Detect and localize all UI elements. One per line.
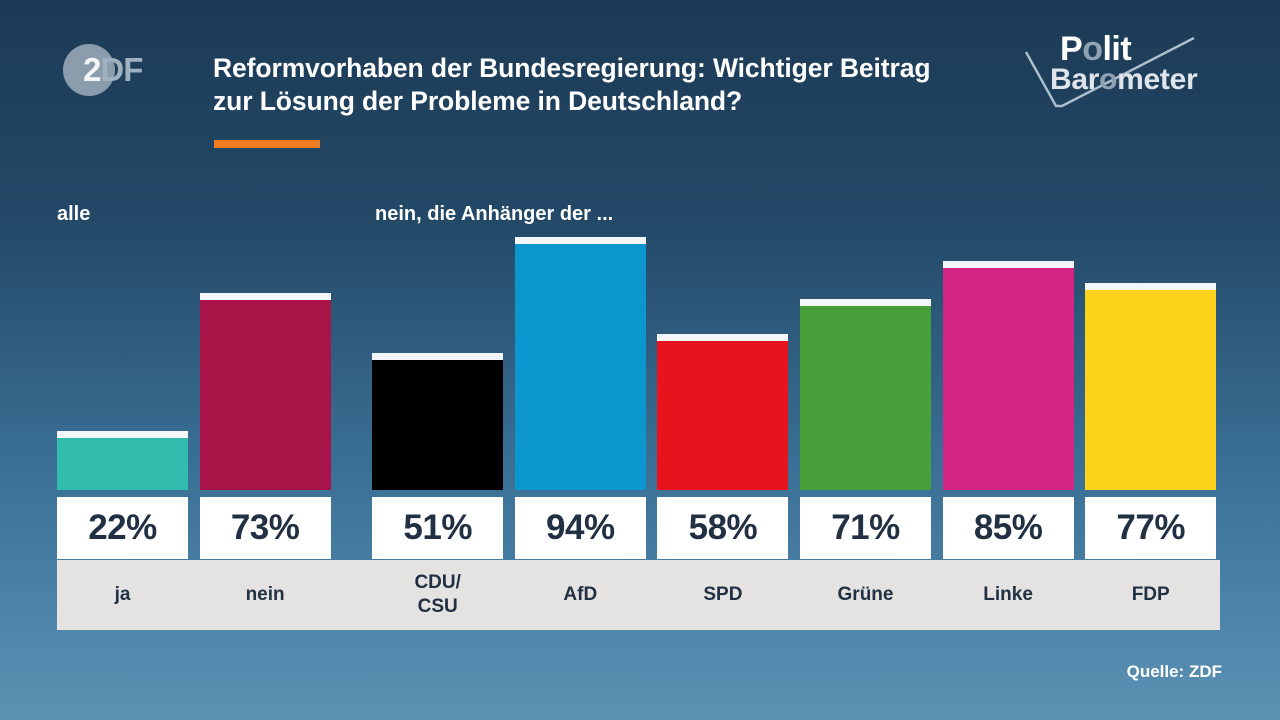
pb-l1-b: o bbox=[1082, 30, 1103, 68]
category-label-cdu-csu: CDU/CSU bbox=[414, 572, 461, 617]
bar-gr-ne bbox=[800, 299, 931, 490]
bar-cap bbox=[657, 334, 789, 341]
category-label-afd: AfD bbox=[563, 584, 598, 605]
bar-body bbox=[199, 300, 331, 490]
value-label: 85% bbox=[973, 508, 1043, 547]
category-label-linke: Linke bbox=[983, 584, 1033, 605]
value-box-afd: 94% bbox=[514, 497, 646, 559]
legend-group-anhaenger: nein, die Anhänger der ... bbox=[375, 203, 614, 225]
category-label-gr-ne: Grüne bbox=[837, 584, 894, 605]
politbarometer-line1: Polit bbox=[1060, 30, 1132, 68]
pb-l2-c: meter bbox=[1117, 63, 1198, 96]
bar-body bbox=[372, 360, 504, 490]
bar-body bbox=[942, 268, 1074, 490]
page-title: Reformvorhaben der Bundesregierung: Wich… bbox=[213, 53, 931, 116]
zdf-logo-wordmark: 2DF bbox=[83, 51, 143, 88]
category-label-nein: nein bbox=[245, 584, 285, 605]
bar-nein bbox=[199, 293, 331, 490]
bar-cap bbox=[942, 261, 1074, 268]
category-label-spd: SPD bbox=[703, 584, 743, 605]
value-label: 22% bbox=[88, 508, 157, 547]
value-box-cdu-csu: 51% bbox=[372, 497, 504, 559]
pb-l2-a: Bar bbox=[1050, 63, 1100, 96]
bar-cap bbox=[514, 237, 646, 244]
title-accent-rule bbox=[214, 140, 320, 148]
value-label: 51% bbox=[403, 508, 472, 547]
bar-body bbox=[800, 306, 931, 490]
bar-fdp bbox=[1085, 283, 1217, 490]
pb-l2-b: o bbox=[1099, 63, 1118, 96]
bar-body bbox=[657, 341, 789, 490]
zdf-logo-char-2: 2 bbox=[83, 51, 101, 88]
politbarometer-check-icon bbox=[1024, 36, 1195, 108]
value-label: 71% bbox=[831, 508, 900, 547]
pb-l1-c: lit bbox=[1102, 30, 1132, 68]
value-box-gr-ne: 71% bbox=[800, 497, 931, 559]
value-box-fdp: 77% bbox=[1085, 497, 1217, 559]
bar-cap bbox=[199, 293, 331, 300]
politbarometer-logo: Polit Barometer bbox=[1022, 26, 1202, 112]
bar-ja bbox=[57, 431, 188, 490]
value-label: 58% bbox=[688, 508, 758, 547]
zdf-logo-chars-df: DF bbox=[100, 51, 143, 88]
value-label: 73% bbox=[230, 508, 300, 547]
bar-afd bbox=[514, 237, 646, 490]
bar-spd bbox=[657, 334, 789, 490]
value-label: 77% bbox=[1116, 508, 1185, 547]
bar-body bbox=[514, 244, 646, 490]
category-label-band bbox=[57, 560, 1220, 630]
bar-cap bbox=[1085, 283, 1217, 290]
zdf-logo: 2DF bbox=[55, 40, 165, 100]
source-attribution: Quelle: ZDF bbox=[1126, 662, 1222, 681]
bar-cdu-csu bbox=[372, 353, 504, 490]
bar-cap bbox=[57, 431, 188, 438]
category-label-fdp: FDP bbox=[1131, 584, 1170, 605]
bar-cap bbox=[800, 299, 931, 306]
politbarometer-line2: Barometer bbox=[1050, 63, 1198, 96]
legend-group-alle: alle bbox=[57, 203, 91, 225]
bar-body bbox=[1085, 290, 1217, 490]
value-box-linke: 85% bbox=[942, 497, 1074, 559]
pb-l1-a: P bbox=[1060, 30, 1083, 68]
value-box-spd: 58% bbox=[657, 497, 789, 559]
zdf-logo-disc bbox=[63, 44, 115, 96]
bar-body bbox=[57, 438, 188, 490]
value-box-nein: 73% bbox=[199, 497, 331, 559]
value-label: 94% bbox=[546, 508, 615, 547]
bar-linke bbox=[942, 261, 1074, 490]
category-label-ja: ja bbox=[114, 584, 131, 605]
value-box-ja: 22% bbox=[57, 497, 188, 559]
bar-cap bbox=[372, 353, 504, 360]
